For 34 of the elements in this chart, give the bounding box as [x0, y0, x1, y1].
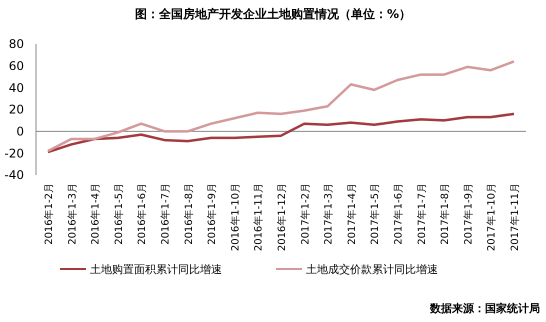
x-tick-label: 2017年1-4月: [346, 183, 358, 245]
x-tick-label: 2016年1-5月: [112, 183, 125, 245]
legend-label: 土地成交价款累计同比增速: [306, 262, 438, 276]
x-tick-label: 2016年1-11月: [252, 183, 265, 252]
x-tick-label: 2017年1-8月: [439, 183, 452, 245]
legend-label: 土地购置面积累计同比增速: [90, 262, 222, 276]
y-tick-label: 20: [8, 102, 24, 117]
chart-title: 图：全国房地产开发企业土地购置情况（单位：%）: [134, 7, 412, 21]
x-tick-label: 2017年1-5月: [369, 183, 382, 245]
x-tick-label: 2016年1-9月: [206, 183, 218, 245]
x-tick-label: 2016年1-8月: [182, 183, 195, 245]
x-tick-label: 2017年1-2月: [299, 183, 312, 245]
x-tick-label: 2017年1-11月: [509, 183, 521, 252]
x-tick-label: 2016年1-10月: [229, 183, 242, 252]
x-tick-label: 2017年1-3月: [322, 183, 335, 245]
line-series: [46, 60, 516, 152]
source-note: 数据来源：国家统计局: [429, 302, 540, 315]
y-tick-label: -20: [4, 146, 24, 160]
x-tick-label: 2017年1-9月: [462, 183, 474, 245]
x-tick-label: 2017年1-10月: [486, 183, 498, 252]
x-tick-label: 2016年1-2月: [43, 183, 55, 245]
y-tick-label: -40: [4, 168, 24, 182]
x-tick-label: 2017年1-6月: [392, 183, 404, 245]
y-tick-label: 40: [8, 80, 24, 95]
y-tick-label: 60: [8, 59, 24, 74]
x-tick-label: 2016年1-7月: [160, 183, 172, 245]
x-tick-label: 2016年1-4月: [90, 183, 102, 245]
x-tick-label: 2016年1-3月: [66, 183, 78, 245]
x-tick-label: 2016年1-12月: [276, 183, 288, 252]
y-tick-label: 0: [16, 124, 24, 139]
y-tick-label: 80: [8, 37, 24, 52]
x-tick-label: 2016年1-6月: [136, 183, 148, 245]
line-series: [46, 112, 516, 154]
x-tick-label: 2017年1-7月: [416, 183, 428, 245]
